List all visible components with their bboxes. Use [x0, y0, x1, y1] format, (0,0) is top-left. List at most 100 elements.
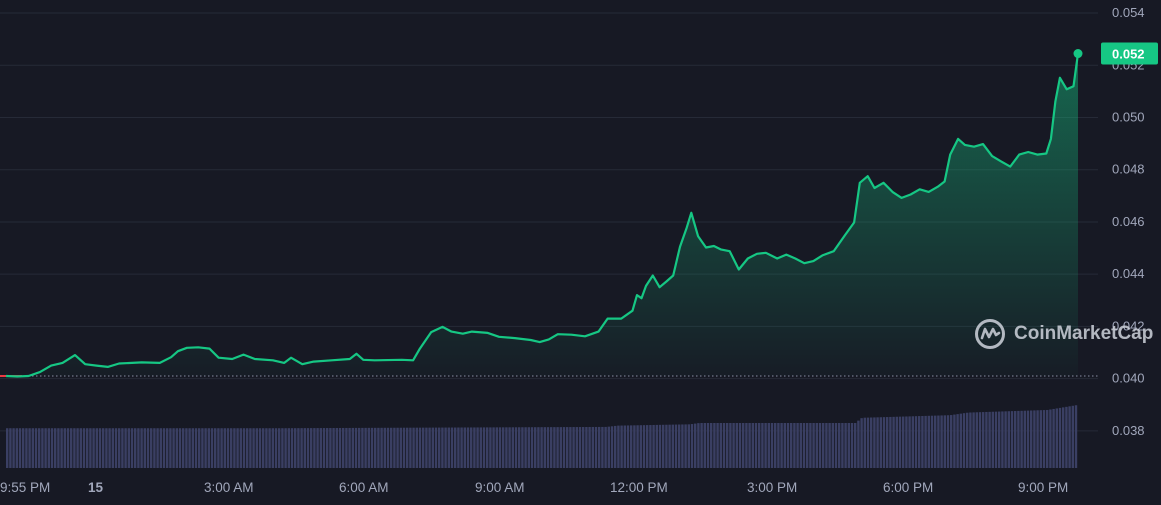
volume-bar [153, 428, 156, 468]
volume-bar [111, 428, 114, 468]
volume-bar [31, 428, 34, 468]
volume-bar [146, 428, 150, 468]
volume-bar [505, 427, 508, 468]
volume-bar [281, 428, 284, 468]
volume-bar [274, 428, 278, 468]
volume-bar [927, 415, 930, 468]
volume-bar [367, 427, 370, 468]
volume-bar [47, 428, 50, 468]
volume-bar [34, 428, 38, 468]
volume-bar [642, 425, 646, 468]
volume-bar [754, 423, 758, 468]
volume-bar [6, 428, 9, 468]
volume-bar [82, 428, 86, 468]
volume-bar [354, 427, 358, 468]
volume-bar [882, 417, 886, 468]
volume-bar [655, 424, 658, 468]
volume-bar [658, 424, 662, 468]
volume-bar [793, 423, 796, 468]
volume-bar [1030, 410, 1033, 468]
volume-bar [255, 428, 258, 468]
volume-bar [418, 427, 422, 468]
volume-bar [1023, 410, 1026, 468]
volume-bar [546, 427, 550, 468]
volume-bar [271, 428, 274, 468]
volume-bar [550, 427, 553, 468]
volume-bar [297, 428, 300, 468]
volume-bar [329, 428, 332, 468]
volume-bar [649, 425, 652, 468]
volume-bar [95, 428, 98, 468]
volume-bar [841, 423, 844, 468]
volume-bar [767, 423, 770, 468]
volume-bar [322, 428, 326, 468]
volume-bar [562, 427, 566, 468]
volume-bar [444, 427, 447, 468]
volume-bar [886, 417, 889, 468]
volume-bar [428, 427, 431, 468]
volume-bar [386, 427, 390, 468]
volume-bar [569, 427, 572, 468]
volume-bar [774, 423, 777, 468]
volume-bar [1062, 407, 1065, 468]
volume-bar [582, 427, 585, 468]
volume-bar [985, 411, 988, 468]
volume-bar [918, 416, 921, 468]
volume-bar [1068, 406, 1071, 468]
y-tick-label: 0.050 [1112, 110, 1145, 125]
volume-bar [178, 428, 182, 468]
volume-bar [604, 426, 607, 468]
volume-bar [479, 427, 482, 468]
volume-bar [313, 428, 316, 468]
volume-bar [518, 427, 521, 468]
volume-bar [713, 423, 716, 468]
volume-bar [950, 415, 953, 468]
y-axis-labels: 0.054 0.052 0.050 0.048 0.046 0.044 0.042 0.040… [1112, 5, 1145, 438]
volume-bar [780, 423, 783, 468]
volume-bar [690, 424, 694, 468]
volume-bar [943, 415, 946, 468]
x-tick-label: 9:55 PM [0, 480, 50, 495]
volume-bar [969, 412, 972, 468]
volume-bar [1074, 405, 1078, 468]
volume-bar [828, 423, 831, 468]
volume-bar [450, 427, 454, 468]
volume-bar [966, 412, 969, 468]
volume-bar [783, 423, 786, 468]
volume-bar [1039, 410, 1042, 468]
volume-bar [150, 428, 153, 468]
volume-bar [796, 423, 799, 468]
volume-bar [1055, 408, 1058, 468]
volume-bar [738, 423, 742, 468]
volume-bar [431, 427, 434, 468]
last-price-label: 0.052 [1112, 47, 1145, 62]
y-tick-label: 0.042 [1112, 318, 1145, 333]
volume-bar [98, 428, 102, 468]
volume-bar [134, 428, 137, 468]
volume-bar [873, 417, 876, 468]
volume-bar [502, 427, 505, 468]
coinmarketcap-watermark: CoinMarketCap [974, 318, 1153, 350]
volume-bar [217, 428, 220, 468]
volume-bar [706, 423, 710, 468]
volume-bar [412, 427, 415, 468]
y-tick-label: 0.040 [1112, 371, 1145, 386]
volume-bar [1036, 410, 1039, 468]
volume-bar [345, 427, 348, 468]
volume-bar [671, 424, 674, 468]
volume-bar [610, 426, 614, 468]
volume-bar [879, 417, 882, 468]
volume-bar [914, 416, 918, 468]
volume-bar [777, 423, 780, 468]
volume-bar [953, 414, 956, 468]
volume-bar [566, 427, 569, 468]
volume-bar [857, 420, 860, 468]
volume-bar [854, 423, 857, 468]
volume-bar [175, 428, 178, 468]
volume-bar [498, 427, 502, 468]
volume-bar [242, 428, 246, 468]
volume-bar [527, 427, 530, 468]
volume-bar [812, 423, 815, 468]
volume-bar [911, 416, 914, 468]
